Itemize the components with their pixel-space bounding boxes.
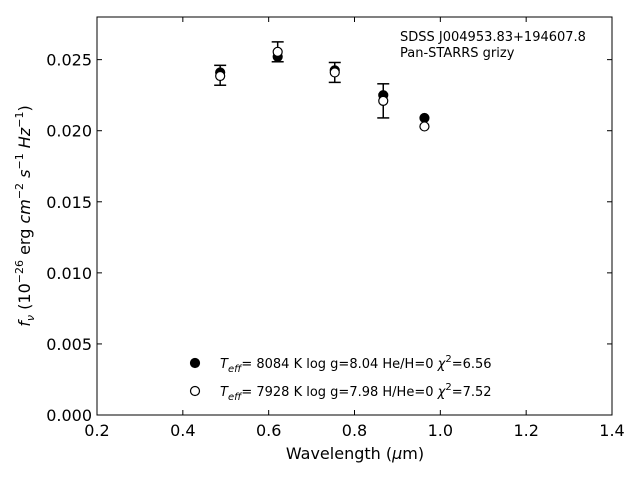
model-point-open xyxy=(419,121,430,132)
x-tick-label: 0.2 xyxy=(84,421,109,440)
y-axis-label: fν (10−26 erg cm−2 s−1 Hz−1) xyxy=(13,105,37,326)
annotation-object-name: SDSS J004953.83+194607.8 xyxy=(400,30,586,45)
x-axis-label: Wavelength (μm) xyxy=(286,444,424,463)
x-tick-label: 1.0 xyxy=(428,421,453,440)
x-tick-label: 0.6 xyxy=(256,421,281,440)
y-tick-label: 0.015 xyxy=(46,193,92,212)
x-tick-label: 1.4 xyxy=(599,421,624,440)
model-point-open xyxy=(215,70,226,82)
y-tick-label: 0.020 xyxy=(46,122,92,141)
model-point-filled xyxy=(419,112,430,124)
data-points xyxy=(215,46,430,132)
legend-entry-1: Teff= 8084 K log g=8.04 He/H=0 χ2=6.56 xyxy=(220,354,492,375)
x-tick-label: 0.8 xyxy=(342,421,367,440)
model-point-open xyxy=(378,95,389,106)
axes xyxy=(96,16,613,416)
y-tick-label: 0.025 xyxy=(46,51,92,70)
legend-entry-2: Teff= 7928 K log g=7.98 H/He=0 χ2=7.52 xyxy=(220,382,492,403)
model-point-open xyxy=(272,46,283,57)
y-tick-label: 0.000 xyxy=(46,406,92,425)
annotation-survey: Pan-STARRS grizy xyxy=(400,46,515,61)
y-tick-label: 0.010 xyxy=(46,264,92,283)
x-tick-label: 0.4 xyxy=(170,421,195,440)
ticks: 0.2 0.4 0.6 0.8 1.0 1.2 1.4 0.000 0.005 0.010 0.01… xyxy=(46,17,625,440)
legend-marker-open xyxy=(189,385,201,397)
y-tick-label: 0.005 xyxy=(46,335,92,354)
legend: Teff= 8084 K log g=8.04 He/H=0 χ2=6.56 T… xyxy=(189,354,492,403)
x-tick-label: 1.2 xyxy=(513,421,538,440)
model-point-open xyxy=(329,67,340,78)
plot-frame xyxy=(96,16,613,416)
error-bars xyxy=(214,41,390,119)
legend-marker-filled xyxy=(189,357,201,369)
